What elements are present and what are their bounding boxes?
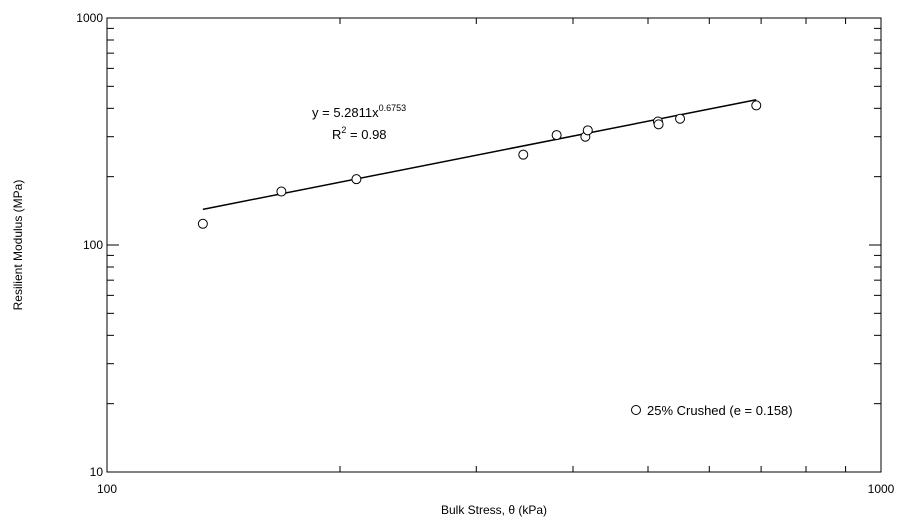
y-tick-label-100: 100: [83, 238, 103, 252]
x-tick-label-100: 100: [97, 482, 117, 496]
data-point: [276, 186, 287, 197]
x-axis-title: Bulk Stress, θ (kPa): [441, 503, 547, 517]
fit-equation: y = 5.2811x0.6753: [312, 103, 406, 120]
data-points: [197, 100, 762, 229]
data-point: [675, 113, 686, 124]
r-squared-label: R2 = 0.98: [332, 125, 387, 142]
data-point: [197, 218, 208, 229]
y-axis-title: Resilient Modulus (MPa): [11, 180, 25, 311]
data-point: [582, 125, 593, 136]
data-point: [518, 149, 529, 160]
data-point: [351, 174, 362, 185]
legend-marker: [631, 405, 641, 415]
trendline: [202, 99, 757, 211]
legend: 25% Crushed (e = 0.158): [631, 403, 793, 418]
data-point: [751, 100, 762, 111]
data-point: [653, 119, 664, 130]
x-tick-label-1000: 1000: [868, 482, 895, 496]
y-tick-label-10: 10: [90, 465, 104, 479]
axis-ticks: [106, 17, 882, 473]
legend-label: 25% Crushed (e = 0.158): [647, 403, 793, 418]
y-tick-label-1000: 1000: [76, 11, 103, 25]
data-point: [551, 130, 562, 141]
plot-frame: [106, 17, 882, 473]
